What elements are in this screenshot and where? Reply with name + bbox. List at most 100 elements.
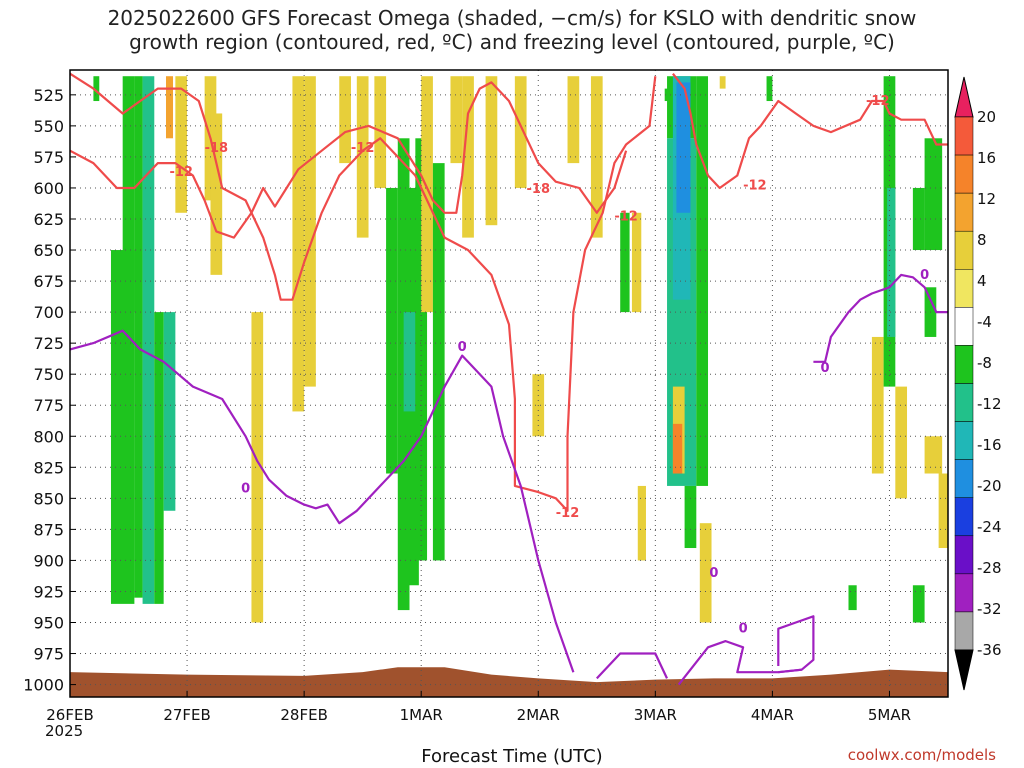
colorbar-label-0: 20	[977, 108, 996, 126]
colorbar-swatch-3	[954, 230, 974, 270]
colorbar-swatch-13	[954, 611, 974, 651]
omega-cell-50	[912, 187, 925, 251]
omega-cell-7	[165, 76, 174, 139]
contour-line-4	[595, 652, 668, 680]
omega-cell-14	[339, 76, 351, 164]
contour-line-2	[69, 81, 628, 239]
colorbar-swatch-6	[954, 345, 974, 384]
x-axis: 26FEB 27FEB 28FEB 1MAR 2MAR 3MAR 4MAR 5MAR	[46, 691, 911, 724]
omega-cell-17	[386, 187, 398, 474]
omega-cell-5	[154, 312, 164, 604]
colorbar-label-4: 4	[977, 272, 987, 290]
omega-layer	[93, 76, 948, 623]
x-tick-label-6: 4MAR	[751, 706, 794, 724]
x-tick-label-3: 1MAR	[400, 706, 443, 724]
omega-cell-0	[93, 76, 100, 102]
omega-cell-41	[684, 485, 697, 549]
colorbar-swatch-2	[954, 192, 974, 232]
colorbar-swatch-0	[954, 116, 974, 156]
colorbar-label-10: -24	[977, 518, 1002, 536]
omega-cell-24	[450, 76, 463, 164]
y-tick-label-19: 1000	[23, 676, 64, 695]
omega-cell-53	[924, 436, 943, 474]
contour-label-4: -12	[614, 210, 638, 225]
y-axis: 525 550 575 600 625 650 675 700 725 750 775 800 825 8…	[23, 86, 76, 695]
colorbar-label-7: -12	[977, 395, 1002, 413]
colorbar-swatch-12	[954, 573, 974, 613]
y-tick-label-7: 700	[33, 303, 64, 322]
omega-cell-25	[462, 76, 474, 238]
plot-background	[70, 70, 948, 697]
contour-label-6: -12	[743, 178, 767, 193]
colorbar-swatch-1	[954, 154, 974, 194]
colorbar-label-1: 16	[977, 149, 996, 167]
contour-label-layer: -12 -18 -12 -18 -12 -12 -12 -12 0 0 0 0 0 0	[169, 94, 929, 637]
contour-label-11: 0	[709, 566, 718, 581]
title-line-1: 2025022600 GFS Forecast Omega (shaded, −…	[107, 6, 917, 30]
contour-line-3	[69, 329, 575, 673]
contour-label-13: 0	[920, 268, 929, 283]
omega-cell-16	[374, 76, 387, 188]
contour-label-1: -18	[205, 141, 229, 156]
omega-cell-42	[696, 76, 709, 486]
omega-cell-11	[251, 312, 264, 623]
omega-cell-46	[871, 336, 884, 474]
omega-cell-13	[304, 76, 316, 387]
x-axis-label: Forecast Time (UTC)	[421, 746, 603, 767]
y-tick-label-18: 975	[33, 645, 64, 664]
omega-cell-18	[397, 138, 410, 611]
x-tick-label-5: 3MAR	[634, 706, 677, 724]
contour-label-10: 0	[821, 361, 830, 376]
omega-cell-48	[887, 187, 896, 337]
omega-cell-2	[122, 76, 135, 313]
omega-cell-31	[620, 212, 630, 313]
omega-cell-4	[142, 76, 155, 604]
colorbar-label-5: -4	[977, 313, 992, 331]
colorbar-label-12: -32	[977, 600, 1002, 618]
contour-label-7: -12	[866, 94, 890, 109]
colorbar-label-11: -28	[977, 559, 1002, 577]
omega-cell-56	[848, 585, 857, 611]
x-tick-label-1: 27FEB	[163, 706, 210, 724]
contour-label-8: 0	[458, 340, 467, 355]
colorbar-swatch-5	[954, 307, 974, 346]
omega-cell-32	[631, 212, 642, 313]
omega-cell-55	[912, 585, 925, 623]
omega-cell-23	[432, 163, 445, 561]
omega-cell-40	[672, 423, 683, 474]
omega-cell-33	[637, 485, 646, 561]
colorbar: 20 16 12 8 4 -4 -8 -12 -16 -20 -24 -28 -32 -36	[954, 76, 1002, 691]
x-tick-label-2: 28FEB	[280, 706, 327, 724]
ground-area	[70, 667, 948, 697]
x-tick-label-0: 26FEB	[46, 706, 93, 724]
omega-cell-12	[292, 76, 305, 412]
colorbar-swatch-11	[954, 535, 974, 575]
colorbar-swatch-7	[954, 383, 974, 422]
ground-layer	[70, 667, 948, 697]
omega-cell-22	[421, 76, 433, 313]
y-tick-label-11: 800	[33, 427, 64, 446]
y-tick-label-16: 925	[33, 582, 64, 601]
omega-cell-49	[895, 386, 908, 499]
colorbar-label-13: -36	[977, 641, 1002, 659]
colorbar-label-6: -8	[977, 354, 992, 372]
y-tick-label-3: 600	[33, 179, 64, 198]
x-tick-label-7: 5MAR	[868, 706, 911, 724]
colorbar-top-arrow	[954, 76, 974, 118]
credit-link[interactable]: coolwx.com/models	[847, 746, 996, 764]
plot-frame	[69, 69, 949, 698]
colorbar-label-8: -16	[977, 436, 1002, 454]
year-label: 2025	[45, 722, 84, 740]
omega-cell-29	[567, 76, 580, 164]
colorbar-swatch-8	[954, 421, 974, 460]
contour-label-2: -12	[351, 141, 375, 156]
y-tick-label-14: 875	[33, 520, 64, 539]
omega-cell-3	[134, 76, 143, 598]
contour-label-9: 0	[241, 481, 250, 496]
contour-label-3: -18	[527, 182, 551, 197]
contour-label-12: 0	[739, 622, 748, 637]
y-tick-label-15: 900	[33, 551, 64, 570]
omega-cell-15	[356, 76, 369, 238]
y-tick-label-12: 825	[33, 458, 64, 477]
